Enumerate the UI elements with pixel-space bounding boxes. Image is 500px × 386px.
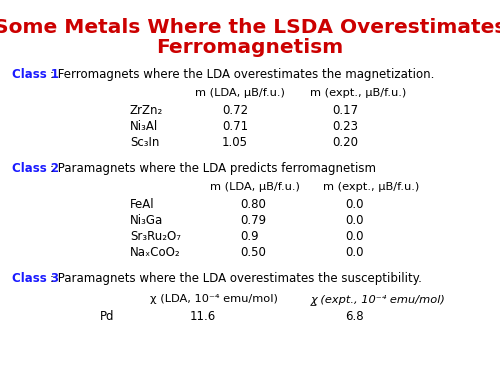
Text: 0.72: 0.72 xyxy=(222,104,248,117)
Text: m (LDA, μB/f.u.): m (LDA, μB/f.u.) xyxy=(210,182,300,192)
Text: Sc₃In: Sc₃In xyxy=(130,136,160,149)
Text: ZrZn₂: ZrZn₂ xyxy=(130,104,163,117)
Text: : Paramagnets where the LDA predicts ferromagnetism: : Paramagnets where the LDA predicts fer… xyxy=(50,162,376,175)
Text: 0.0: 0.0 xyxy=(345,246,364,259)
Text: Ferromagnetism: Ferromagnetism xyxy=(156,38,344,57)
Text: 0.71: 0.71 xyxy=(222,120,248,133)
Text: 6.8: 6.8 xyxy=(345,310,364,323)
Text: : Paramagnets where the LDA overestimates the susceptibility.: : Paramagnets where the LDA overestimate… xyxy=(50,272,422,285)
Text: 0.79: 0.79 xyxy=(240,214,266,227)
Text: 11.6: 11.6 xyxy=(190,310,216,323)
Text: 0.0: 0.0 xyxy=(345,198,364,211)
Text: 0.0: 0.0 xyxy=(345,230,364,243)
Text: Ni₃Al: Ni₃Al xyxy=(130,120,158,133)
Text: 0.20: 0.20 xyxy=(332,136,358,149)
Text: Some Metals Where the LSDA Overestimates: Some Metals Where the LSDA Overestimates xyxy=(0,18,500,37)
Text: 0.0: 0.0 xyxy=(345,214,364,227)
Text: Ni₃Ga: Ni₃Ga xyxy=(130,214,163,227)
Text: Pd: Pd xyxy=(100,310,114,323)
Text: Class 1: Class 1 xyxy=(12,68,59,81)
Text: χ̲ (expt., 10⁻⁴ emu/mol): χ̲ (expt., 10⁻⁴ emu/mol) xyxy=(310,294,445,305)
Text: 0.23: 0.23 xyxy=(332,120,358,133)
Text: Sr₃Ru₂O₇: Sr₃Ru₂O₇ xyxy=(130,230,181,243)
Text: 0.17: 0.17 xyxy=(332,104,358,117)
Text: NaₓCoO₂: NaₓCoO₂ xyxy=(130,246,180,259)
Text: Class 3: Class 3 xyxy=(12,272,59,285)
Text: m (expt., μB/f.u.): m (expt., μB/f.u.) xyxy=(310,88,406,98)
Text: 0.50: 0.50 xyxy=(240,246,266,259)
Text: Class 2: Class 2 xyxy=(12,162,59,175)
Text: m (expt., μB/f.u.): m (expt., μB/f.u.) xyxy=(323,182,419,192)
Text: χ (LDA, 10⁻⁴ emu/mol): χ (LDA, 10⁻⁴ emu/mol) xyxy=(150,294,278,304)
Text: m (LDA, μB/f.u.): m (LDA, μB/f.u.) xyxy=(195,88,285,98)
Text: FeAl: FeAl xyxy=(130,198,154,211)
Text: 0.9: 0.9 xyxy=(240,230,258,243)
Text: 1.05: 1.05 xyxy=(222,136,248,149)
Text: 0.80: 0.80 xyxy=(240,198,266,211)
Text: : Ferromagnets where the LDA overestimates the magnetization.: : Ferromagnets where the LDA overestimat… xyxy=(50,68,434,81)
